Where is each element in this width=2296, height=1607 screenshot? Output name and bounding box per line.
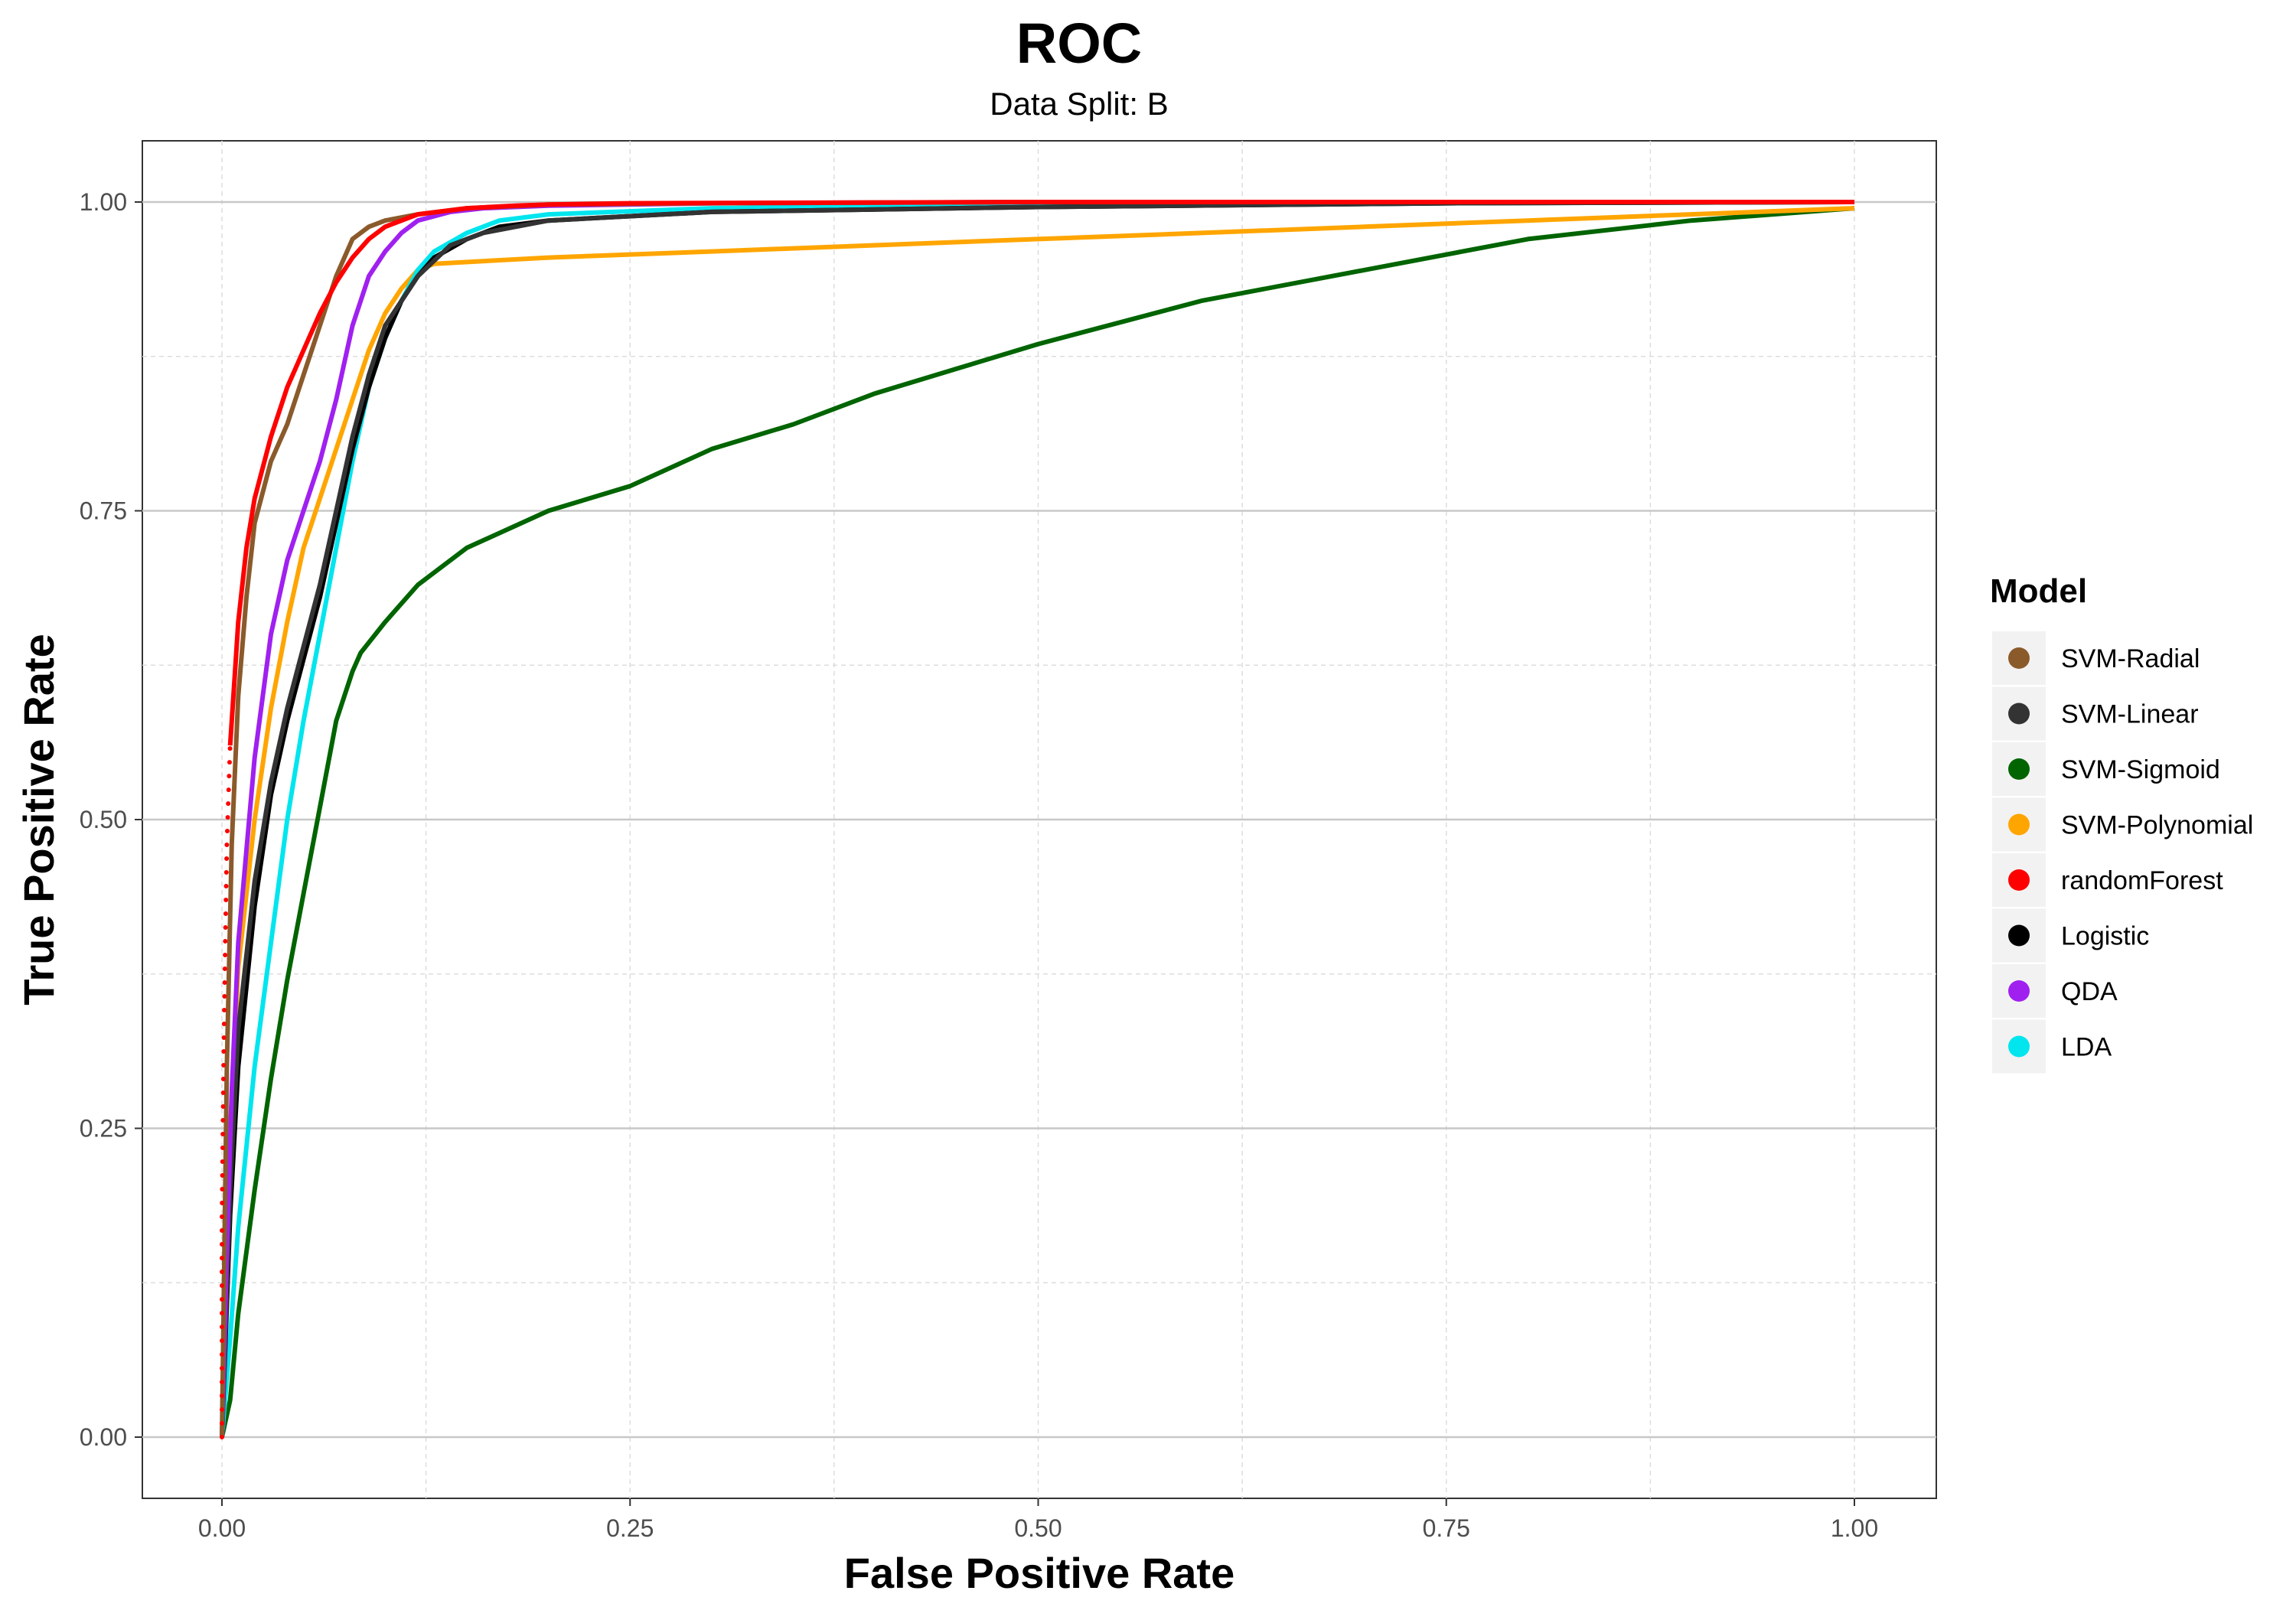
y-tick-label-3: 0.75	[80, 497, 127, 525]
legend-label-svm-radial: SVM-Radial	[2061, 644, 2200, 673]
plot-area	[142, 140, 1937, 1499]
legend-title: Model	[1990, 572, 2087, 610]
series-lines	[220, 200, 1855, 1439]
x-axis-title: False Positive Rate	[844, 1549, 1234, 1597]
y-tick-label-0: 0.00	[80, 1423, 127, 1451]
x-tick-label-1: 0.25	[606, 1514, 654, 1542]
x-tick-label-3: 0.75	[1423, 1514, 1470, 1542]
legend-key-svm-polynomial	[2008, 813, 2030, 836]
legend-key-svm-radial	[2008, 647, 2030, 669]
legend-label-svm-sigmoid: SVM-Sigmoid	[2061, 755, 2220, 784]
chart-subtitle: Data Split: B	[990, 86, 1168, 122]
series-line-randomforest	[227, 200, 1854, 746]
legend-key-logistic	[2008, 924, 2030, 947]
legend-key-lda	[2008, 1035, 2030, 1058]
legend-items: SVM-Radial SVM-Linear SVM-Sigmoid SVM-Polyn…	[1992, 631, 2253, 1074]
legend-key-randomforest	[2008, 869, 2030, 891]
x-tick-label-0: 0.00	[198, 1514, 246, 1542]
x-axis-ticks: 0.00 0.25 0.50 0.75 1.00	[198, 1498, 1878, 1542]
series-line-svm-sigmoid	[220, 206, 1855, 1438]
y-tick-label-1: 0.25	[80, 1115, 127, 1143]
x-tick-label-2: 0.50	[1014, 1514, 1062, 1542]
legend-label-svm-polynomial: SVM-Polynomial	[2061, 811, 2253, 840]
legend-key-svm-sigmoid	[2008, 758, 2030, 780]
legend: Model SVM-RadialSVM-LinearSVM-SigmoidSVM…	[1990, 572, 2253, 1074]
x-tick-label-4: 1.00	[1831, 1514, 1878, 1542]
y-axis-ticks: 0.00 0.25 0.50 0.75 1.00	[80, 188, 142, 1451]
legend-label-qda: QDA	[2061, 977, 2118, 1006]
legend-label-randomforest: randomForest	[2061, 866, 2223, 895]
legend-label-svm-linear: SVM-Linear	[2061, 700, 2199, 729]
legend-label-lda: LDA	[2061, 1033, 2112, 1062]
legend-key-qda	[2008, 980, 2030, 1002]
series-line-svm-linear	[220, 200, 1855, 1438]
legend-label-logistic: Logistic	[2061, 922, 2149, 951]
legend-key-svm-linear	[2008, 702, 2030, 725]
y-tick-label-4: 1.00	[80, 188, 127, 216]
chart-title: ROC	[1016, 11, 1142, 75]
series-line-svm-polynomial	[220, 206, 1855, 1438]
y-tick-label-2: 0.50	[80, 806, 127, 833]
y-axis-title: True Positive Rate	[15, 634, 63, 1006]
